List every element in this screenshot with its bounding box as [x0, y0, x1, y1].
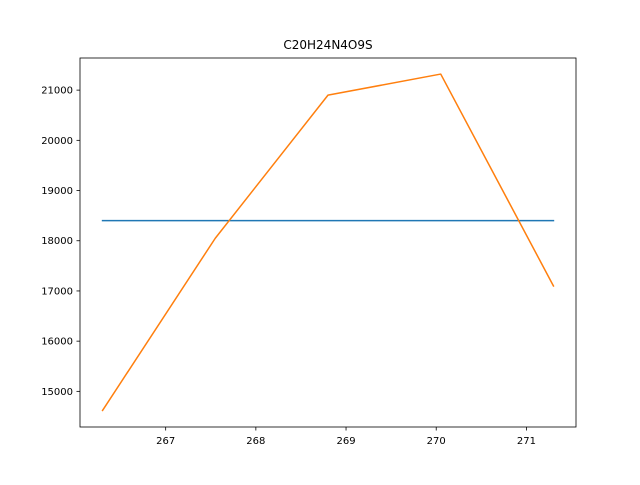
x-tick-label: 270: [427, 436, 446, 447]
y-tick-label: 15000: [41, 387, 73, 398]
series-line-2: [101, 73, 555, 412]
series-layer: [101, 73, 555, 412]
y-tick-label: 20000: [41, 136, 73, 147]
x-tick-label: 271: [517, 436, 536, 447]
y-tick-label: 17000: [41, 286, 73, 297]
axes-layer: 267 268 269 270 271 15000 16000 17000 18000 19000…: [41, 57, 577, 447]
x-tick-label: 267: [156, 436, 175, 447]
y-tick-label: 16000: [41, 337, 73, 348]
y-tick-label: 18000: [41, 236, 73, 247]
y-tick-label: 21000: [41, 86, 73, 97]
y-tick-label: 19000: [41, 186, 73, 197]
chart-title: C20H24N4O9S: [283, 38, 372, 52]
x-tick-label: 268: [246, 436, 265, 447]
plot-frame: [79, 57, 577, 428]
x-tick-label: 269: [336, 436, 355, 447]
